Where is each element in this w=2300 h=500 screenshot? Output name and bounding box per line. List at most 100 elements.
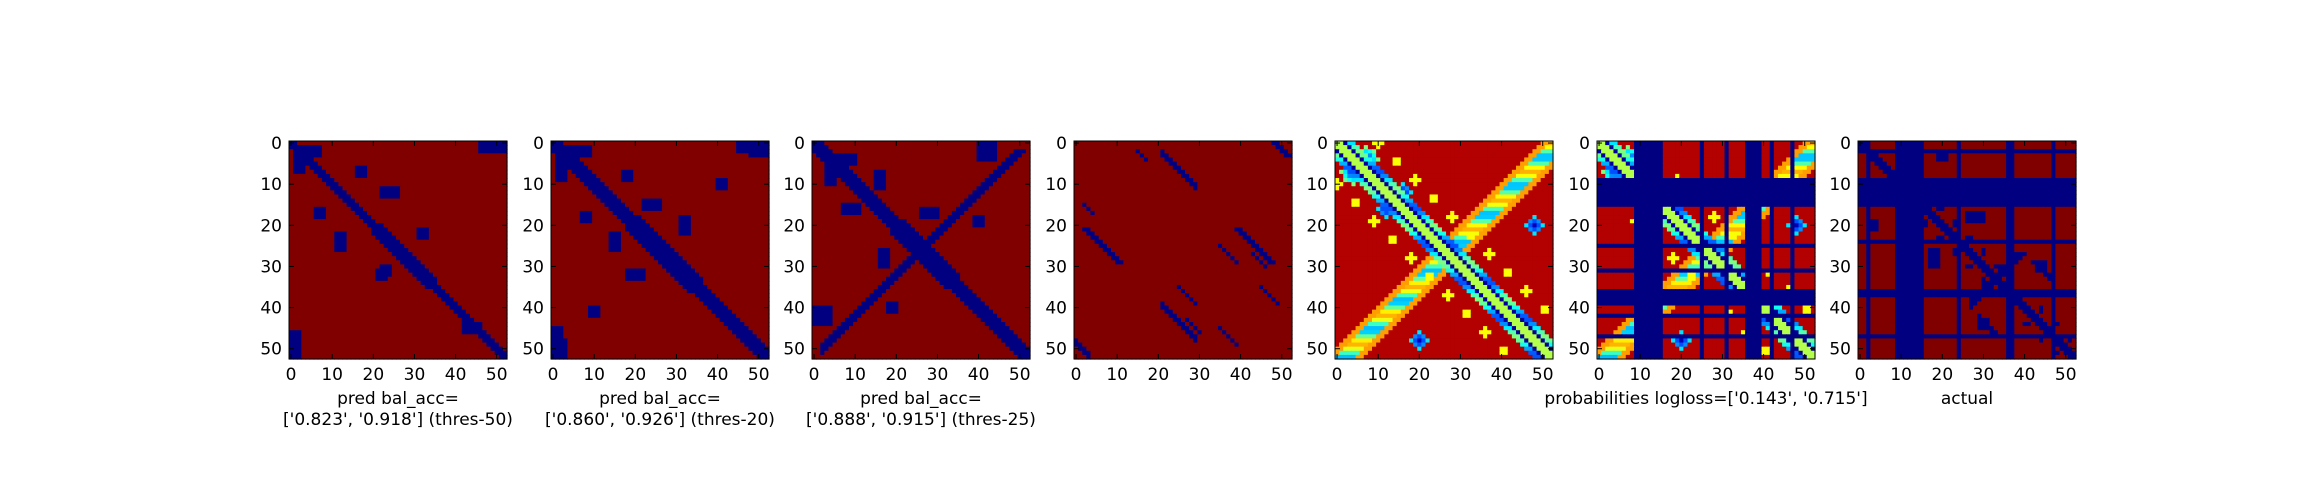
heatmap-cell [342,145,348,150]
heatmap-cell [699,252,704,257]
heatmap-cell [375,161,381,167]
heatmap-cell [412,210,418,216]
heatmap-cell [707,190,713,196]
heatmap-cell [424,284,430,290]
heatmap-cell [293,305,298,311]
heatmap-cell [760,268,766,274]
heatmap-cell [441,194,446,200]
heatmap-cell [371,276,376,282]
heatmap-cell [358,256,364,261]
heatmap-cell [326,223,331,228]
heatmap-cell [666,264,671,270]
heatmap-cell [432,198,438,204]
heatmap-cell [441,227,446,233]
heatmap-cell [453,256,459,261]
heatmap-cell [694,297,700,303]
heatmap-cell [604,276,610,282]
heatmap-cell [416,338,422,344]
heatmap-cell [457,149,463,154]
heatmap-cell [620,149,626,154]
heatmap-cell [363,215,368,220]
heatmap-cell [301,210,307,216]
x-tick-label: 30 [404,365,426,385]
heatmap-cell [752,231,758,237]
heatmap-cell [453,157,459,163]
heatmap-cell [482,280,488,286]
heatmap-cell [408,153,413,159]
heatmap-cell [371,169,376,175]
heatmap-cell [321,268,327,274]
heatmap-cell [653,252,659,257]
heatmap-cell [469,317,475,323]
heatmap-cell [297,194,302,200]
heatmap-cell [760,198,766,204]
heatmap-cell [391,153,397,159]
heatmap-cell [354,293,360,298]
heatmap-cell [744,194,750,200]
heatmap-cell [740,198,745,204]
heatmap-cell [326,161,331,167]
heatmap-cell [317,354,323,360]
heatmap-cell [494,284,500,290]
heatmap-cell [731,284,737,290]
heatmap-cell [637,219,643,224]
heatmap-cell [297,293,302,298]
heatmap-cell [616,231,622,237]
heatmap-cell [608,293,614,298]
heatmap-cell [494,215,500,220]
heatmap-cell [478,317,483,323]
heatmap-cell [662,293,667,298]
heatmap-cell [571,256,577,261]
heatmap-cell [723,157,729,163]
heatmap-cell [612,284,618,290]
heatmap-cell [408,223,413,228]
heatmap-cell [416,256,422,261]
heatmap-cell [555,239,560,245]
heatmap-cell [478,346,483,352]
heatmap-cell [330,301,335,307]
heatmap-cell [592,157,597,163]
heatmap-cell [437,157,442,163]
heatmap-cell [313,219,319,224]
heatmap-cell [400,342,405,348]
heatmap-cell [391,157,397,163]
heatmap-cell [494,231,500,237]
heatmap-cell [293,301,298,307]
x-tick-label: 50 [486,365,508,385]
heatmap-cell [321,223,327,228]
heatmap-cell [551,284,556,290]
heatmap-cell [764,289,770,294]
heatmap-cell [682,235,688,241]
heatmap-cell [432,157,438,163]
heatmap-cell [424,215,430,220]
heatmap-cell [371,338,376,344]
heatmap-cell [498,202,504,208]
heatmap-cell [583,227,589,233]
heatmap-cell [313,272,319,278]
heatmap-cell [736,169,741,175]
heatmap-cell [666,165,671,171]
heatmap-cell [346,252,352,257]
heatmap-cell [408,272,413,278]
heatmap-cell [682,165,688,171]
heatmap-cell [301,145,307,150]
heatmap-cell [764,243,770,249]
heatmap-cell [461,206,467,212]
heatmap-cell [416,190,422,196]
heatmap-cell [620,239,626,245]
heatmap-cell [711,145,717,150]
heatmap-cell [657,247,663,253]
heatmap-cell [727,153,733,159]
heatmap-cell [719,182,725,187]
heatmap-cell [297,223,302,228]
heatmap-cell [608,243,614,249]
heatmap-cell [371,350,376,356]
heatmap-cell [395,305,401,311]
heatmap-cell [551,161,556,167]
heatmap-cell [478,305,483,311]
heatmap-cell [567,194,573,200]
heatmap-cell [490,173,496,179]
heatmap-cell [620,173,626,179]
heatmap-cell [645,227,651,233]
heatmap-cell [416,293,422,298]
